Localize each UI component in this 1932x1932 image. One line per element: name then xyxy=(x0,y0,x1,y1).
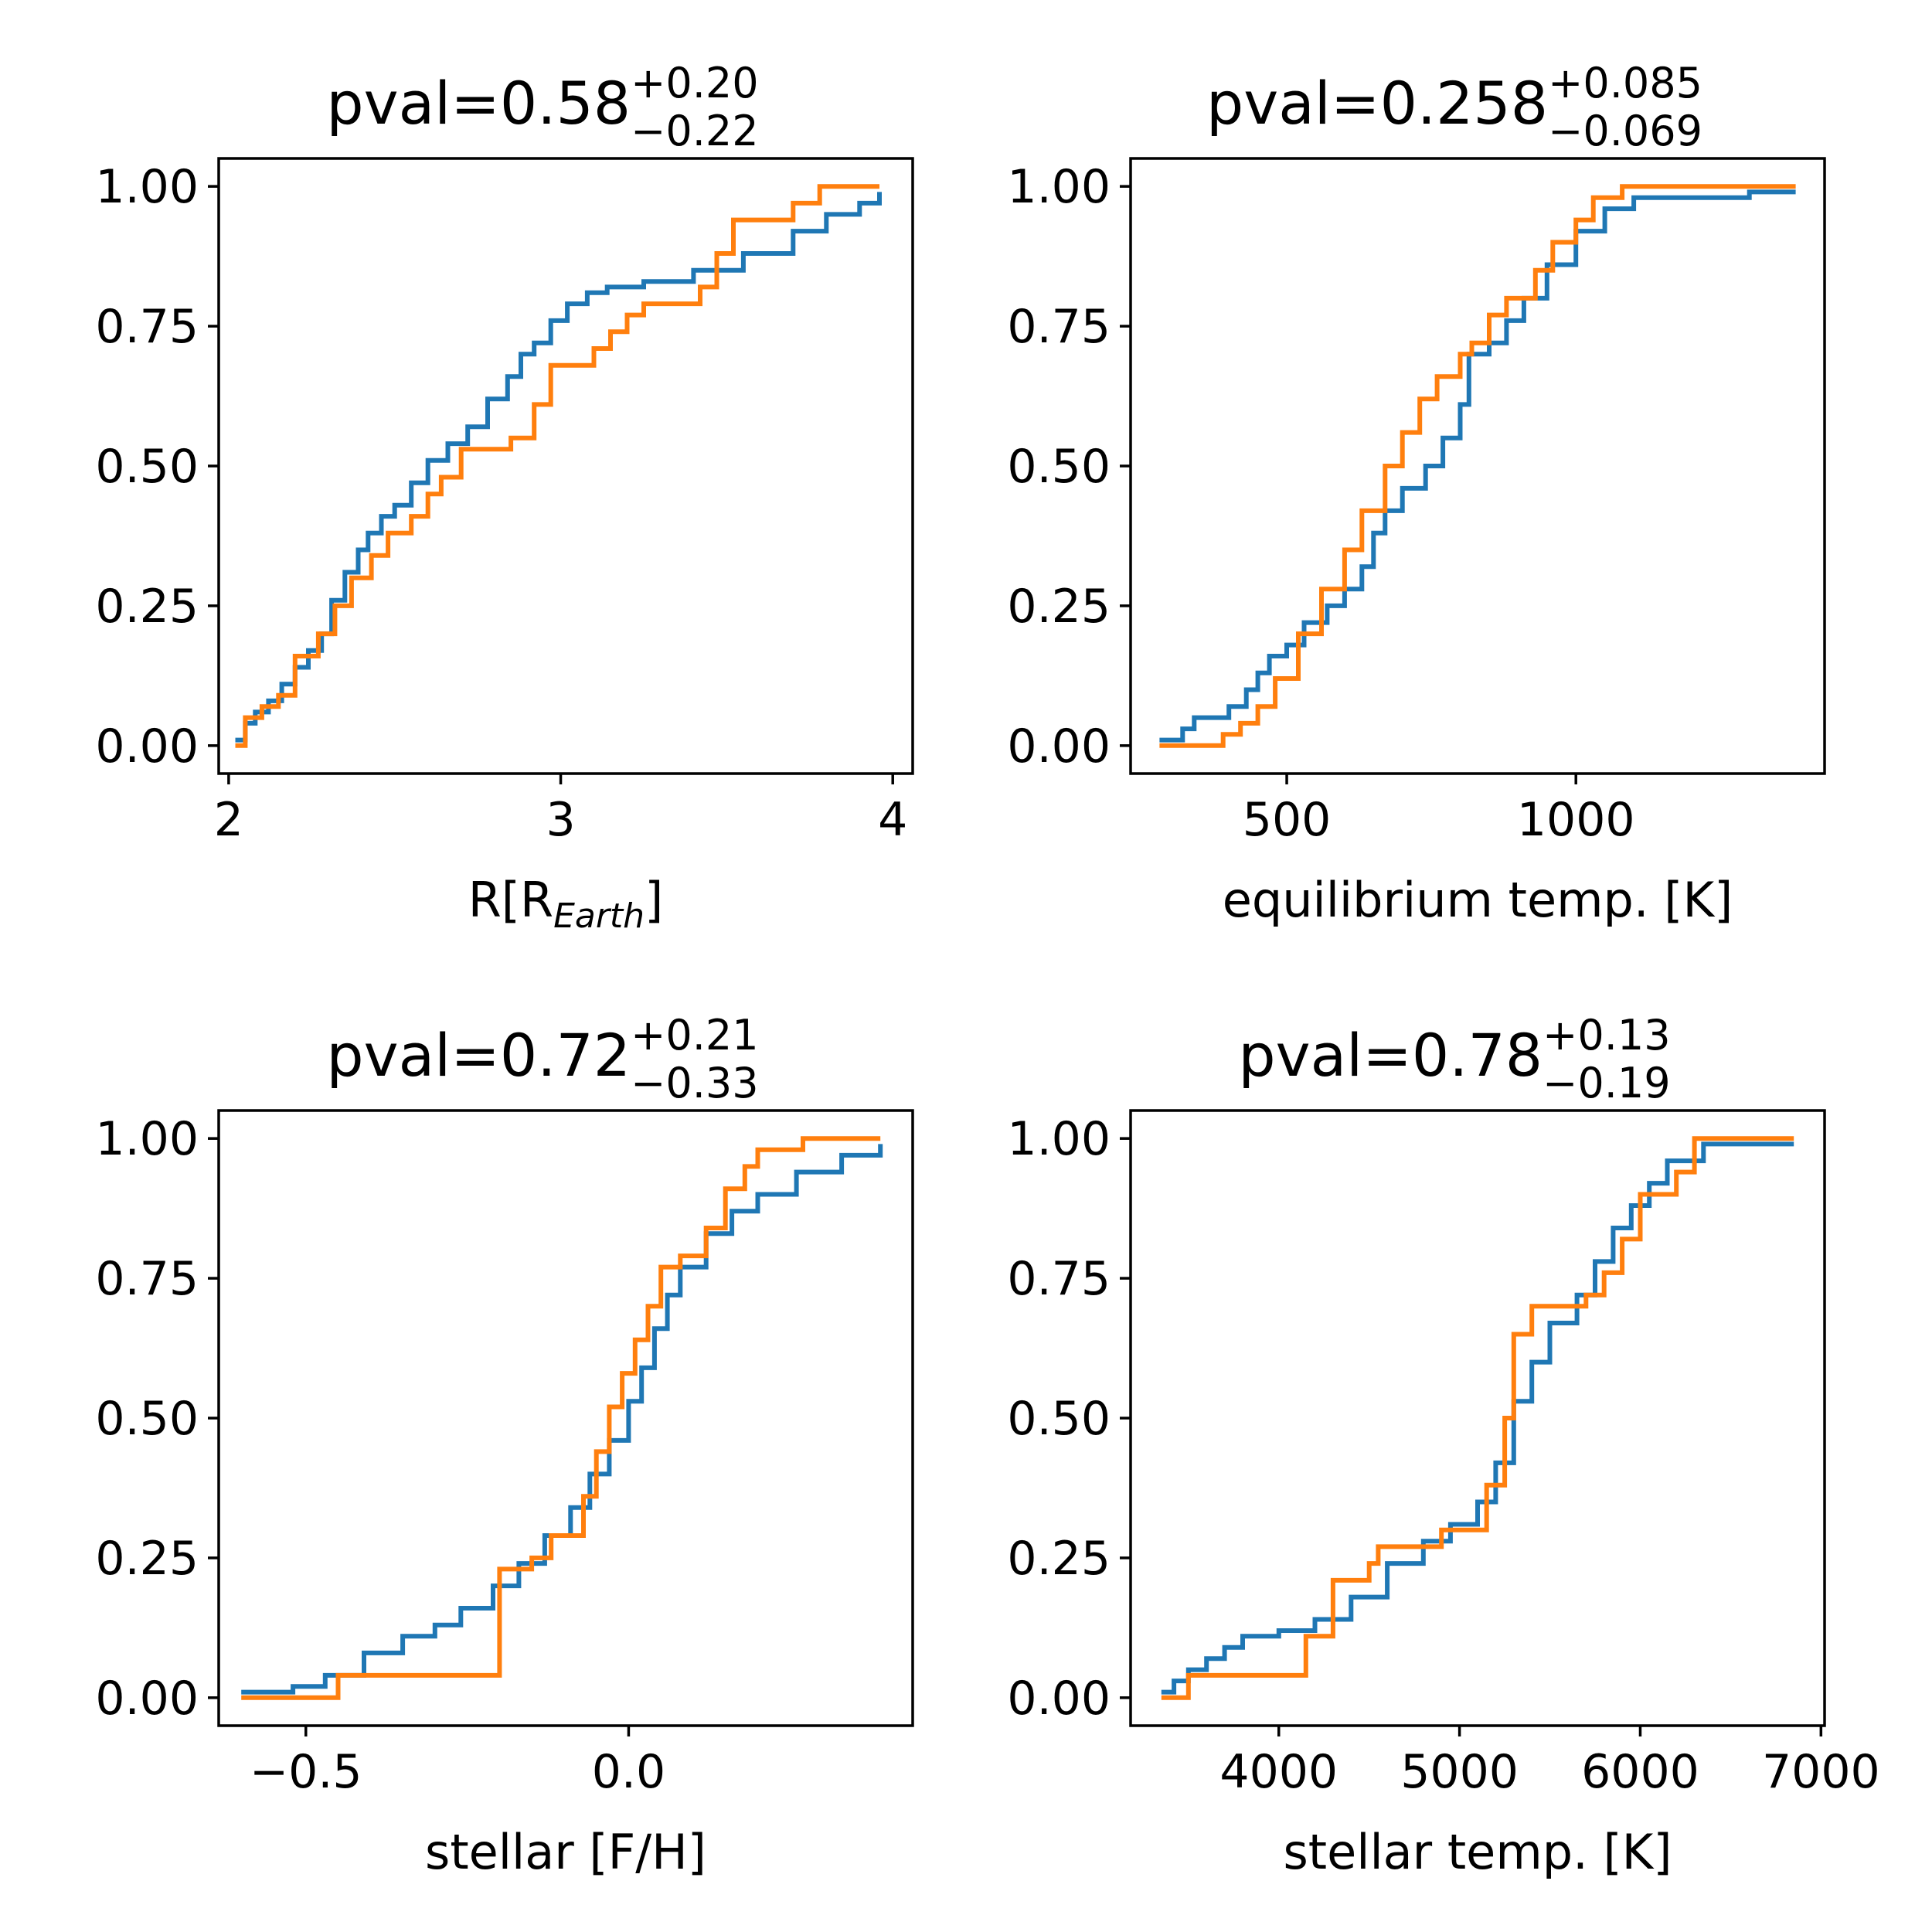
x-tick-label: 7000 xyxy=(1762,1745,1880,1799)
y-tick-label: 0.00 xyxy=(95,719,199,774)
subplot-title: pval=0.72+0.21 −0.33 xyxy=(326,1011,758,1107)
y-tick-label: 0.25 xyxy=(95,1532,199,1586)
y-tick-label: 0.25 xyxy=(1007,580,1111,634)
x-tick-label: 5000 xyxy=(1400,1745,1519,1799)
x-tick-label: 1000 xyxy=(1517,793,1635,847)
y-tick-label: 0.75 xyxy=(95,1252,199,1306)
series-line-orange xyxy=(241,1136,881,1700)
subplot-3: 0.00 0.25 0.50 0.75 1.00 −0.5 0.0 stellar [F/H]… xyxy=(95,1011,914,1880)
series-line-orange xyxy=(1159,184,1796,748)
x-axis-label: stellar temp. [K] xyxy=(1283,1824,1672,1880)
plot-frame xyxy=(1129,157,1826,775)
subplot-4: 0.00 0.25 0.50 0.75 1.00 4000 5000 6000 7000 stel… xyxy=(1007,1011,1879,1880)
y-tick-label: 1.00 xyxy=(95,1112,199,1166)
y-tick-label: 0.25 xyxy=(95,580,199,634)
y-tick-label: 0.50 xyxy=(95,1392,199,1446)
plot-frame xyxy=(217,1109,914,1727)
series-line-orange xyxy=(235,184,879,748)
series-line-orange xyxy=(1161,1136,1794,1700)
subplot-title: pval=0.78+0.13 −0.19 xyxy=(1238,1011,1670,1107)
plot-frame xyxy=(1129,1109,1826,1727)
x-tick-label: 500 xyxy=(1243,793,1332,847)
subplot-2: 0.00 0.25 0.50 0.75 1.00 500 1000 equilibrium t… xyxy=(1007,59,1826,928)
subplot-title: pval=0.58+0.20 −0.22 xyxy=(326,59,758,155)
y-tick-label: 0.50 xyxy=(1007,440,1111,494)
x-axis-label: equilibrium temp. [K] xyxy=(1223,872,1733,928)
y-tick-label: 1.00 xyxy=(1007,1112,1111,1166)
x-tick-label: 4000 xyxy=(1219,1745,1338,1799)
series-line-blue xyxy=(1161,1141,1794,1695)
y-tick-label: 1.00 xyxy=(1007,160,1111,214)
subplot-title: pval=0.258+0.085 −0.069 xyxy=(1206,59,1702,155)
y-tick-label: 0.75 xyxy=(1007,1252,1111,1306)
y-tick-label: 0.00 xyxy=(95,1672,199,1726)
y-tick-label: 0.00 xyxy=(1007,1672,1111,1726)
subplot-1: 0.00 0.25 0.50 0.75 1.00 2 3 4 R[REarth] pval=0.5… xyxy=(95,59,914,936)
plot-frame xyxy=(217,157,914,775)
y-tick-label: 0.75 xyxy=(95,300,199,354)
series-line-blue xyxy=(235,192,882,743)
x-axis-label: stellar [F/H] xyxy=(425,1824,706,1880)
x-tick-label: 3 xyxy=(546,793,575,847)
x-axis-label: R[REarth] xyxy=(468,872,664,936)
y-tick-label: 1.00 xyxy=(95,160,199,214)
y-tick-label: 0.00 xyxy=(1007,719,1111,774)
y-tick-label: 0.75 xyxy=(1007,300,1111,354)
y-tick-label: 0.50 xyxy=(95,440,199,494)
x-tick-label: 6000 xyxy=(1581,1745,1699,1799)
series-line-blue xyxy=(241,1144,883,1695)
y-tick-label: 0.50 xyxy=(1007,1392,1111,1446)
x-tick-label: 4 xyxy=(878,793,907,847)
x-tick-label: 0.0 xyxy=(592,1745,665,1799)
y-tick-label: 0.25 xyxy=(1007,1532,1111,1586)
x-tick-label: 2 xyxy=(214,793,243,847)
x-tick-label: −0.5 xyxy=(250,1745,362,1799)
series-line-blue xyxy=(1159,189,1796,743)
